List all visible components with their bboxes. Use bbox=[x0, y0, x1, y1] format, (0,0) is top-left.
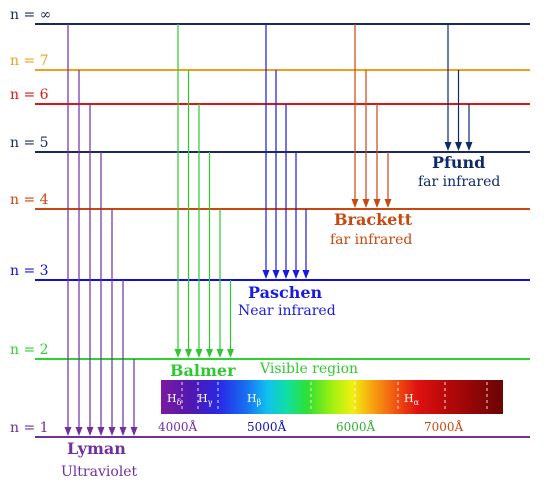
arrow-head bbox=[455, 142, 462, 151]
energy-level-label: n = 3 bbox=[10, 263, 49, 279]
energy-level-label: n = ∞ bbox=[10, 7, 51, 23]
arrow-head bbox=[362, 199, 370, 208]
energy-level-label: n = 1 bbox=[10, 420, 49, 436]
arrow-head bbox=[384, 199, 392, 208]
arrow-head bbox=[465, 142, 473, 151]
spectral-line-label: Hγ bbox=[198, 392, 213, 407]
visible-spectrum: Hδ Hγ Hβ Hα 4000Å 5000Å 6000Å 7000Å bbox=[158, 380, 503, 434]
arrow-head bbox=[195, 349, 203, 358]
spectrum-bar bbox=[161, 380, 503, 414]
visible-region-label: Visible region bbox=[259, 361, 358, 377]
arrow-head bbox=[292, 270, 300, 279]
energy-level-label: n = 7 bbox=[10, 53, 49, 69]
arrow-head bbox=[108, 427, 116, 436]
arrow-head bbox=[227, 349, 234, 358]
arrow-head bbox=[97, 427, 105, 436]
energy-level-label: n = 5 bbox=[10, 135, 49, 151]
arrow-head bbox=[119, 427, 127, 436]
energy-level-label: n = 6 bbox=[10, 87, 49, 103]
wavelength-label: 4000Å bbox=[158, 419, 198, 434]
wavelength-label: 6000Å bbox=[336, 419, 376, 434]
series-name-label: Paschen bbox=[248, 283, 323, 302]
spectral-line-label: Hα bbox=[404, 392, 420, 407]
arrow-head bbox=[64, 427, 72, 436]
series-name-label: Brackett bbox=[334, 210, 413, 229]
series-name-label: Pfund bbox=[432, 153, 485, 172]
arrow-head bbox=[185, 349, 192, 358]
energy-level-label: n = 4 bbox=[10, 192, 49, 208]
arrow-head bbox=[282, 270, 290, 279]
arrow-head bbox=[216, 349, 224, 358]
arrow-head bbox=[130, 427, 138, 436]
arrow-head bbox=[262, 270, 270, 279]
arrow-head bbox=[86, 427, 94, 436]
series-name-label: Lyman bbox=[67, 439, 126, 458]
spectral-line-label: Hβ bbox=[247, 392, 262, 407]
series-name-label: Balmer bbox=[170, 361, 236, 380]
arrow-head bbox=[206, 349, 213, 358]
arrow-head bbox=[373, 199, 381, 208]
wavelength-label: 5000Å bbox=[247, 419, 287, 434]
arrow-head bbox=[351, 199, 359, 208]
series-region-label: Near infrared bbox=[238, 303, 336, 319]
spectral-line-label: Hδ bbox=[167, 392, 182, 407]
energy-level-label: n = 2 bbox=[10, 342, 49, 358]
series-region-label: far infrared bbox=[418, 174, 500, 190]
wavelength-label: 7000Å bbox=[424, 419, 464, 434]
series-region-label: Ultraviolet bbox=[61, 464, 138, 480]
arrow-head bbox=[75, 427, 83, 436]
arrow-head bbox=[444, 142, 452, 151]
arrow-head bbox=[272, 270, 280, 279]
arrow-head bbox=[302, 270, 310, 279]
series-region-label: far infrared bbox=[330, 232, 412, 248]
arrow-head bbox=[174, 349, 182, 358]
